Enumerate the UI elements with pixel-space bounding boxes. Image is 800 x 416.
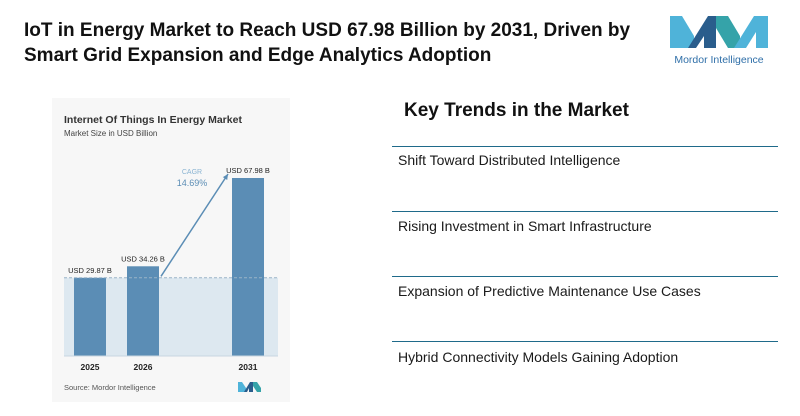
mordor-intelligence-logo: Mordor Intelligence xyxy=(664,12,774,68)
trend-divider xyxy=(392,146,778,147)
trend-divider xyxy=(392,276,778,277)
cagr-value: 14.69% xyxy=(177,178,208,188)
category-label: 2031 xyxy=(239,362,258,372)
bar-value-label: USD 34.26 B xyxy=(121,254,165,263)
growth-arrow-head xyxy=(222,174,228,180)
trend-divider xyxy=(392,211,778,212)
bar xyxy=(232,178,264,356)
bar xyxy=(74,277,106,356)
trend-divider xyxy=(392,341,778,342)
bar xyxy=(127,266,159,356)
source-logo-icon xyxy=(238,382,261,392)
cagr-label: CAGR xyxy=(182,169,202,176)
bar-value-label: USD 29.87 B xyxy=(68,266,112,275)
chart-subtitle: Market Size in USD Billion xyxy=(64,129,157,138)
chart-title: Internet Of Things In Energy Market xyxy=(64,114,242,126)
bar-value-label: USD 67.98 B xyxy=(226,166,270,175)
trend-item: Expansion of Predictive Maintenance Use … xyxy=(398,283,701,299)
chart-source: Source: Mordor Intelligence xyxy=(64,383,156,392)
chart-panel: Internet Of Things In Energy Market Mark… xyxy=(52,98,290,402)
key-trends-title: Key Trends in the Market xyxy=(404,100,629,121)
trend-item: Hybrid Connectivity Models Gaining Adopt… xyxy=(398,349,679,365)
mordor-intelligence-logo-icon xyxy=(670,16,768,48)
market-size-bar-chart: Internet Of Things In Energy Market Mark… xyxy=(64,114,278,392)
headline: IoT in Energy Market to Reach USD 67.98 … xyxy=(24,20,631,66)
category-label: 2025 xyxy=(81,362,100,372)
trend-item: Rising Investment in Smart Infrastructur… xyxy=(398,218,652,234)
logo-text: Mordor Intelligence xyxy=(674,54,764,66)
trend-item: Shift Toward Distributed Intelligence xyxy=(398,152,621,168)
category-label: 2026 xyxy=(134,362,153,372)
growth-arrow xyxy=(160,173,229,277)
